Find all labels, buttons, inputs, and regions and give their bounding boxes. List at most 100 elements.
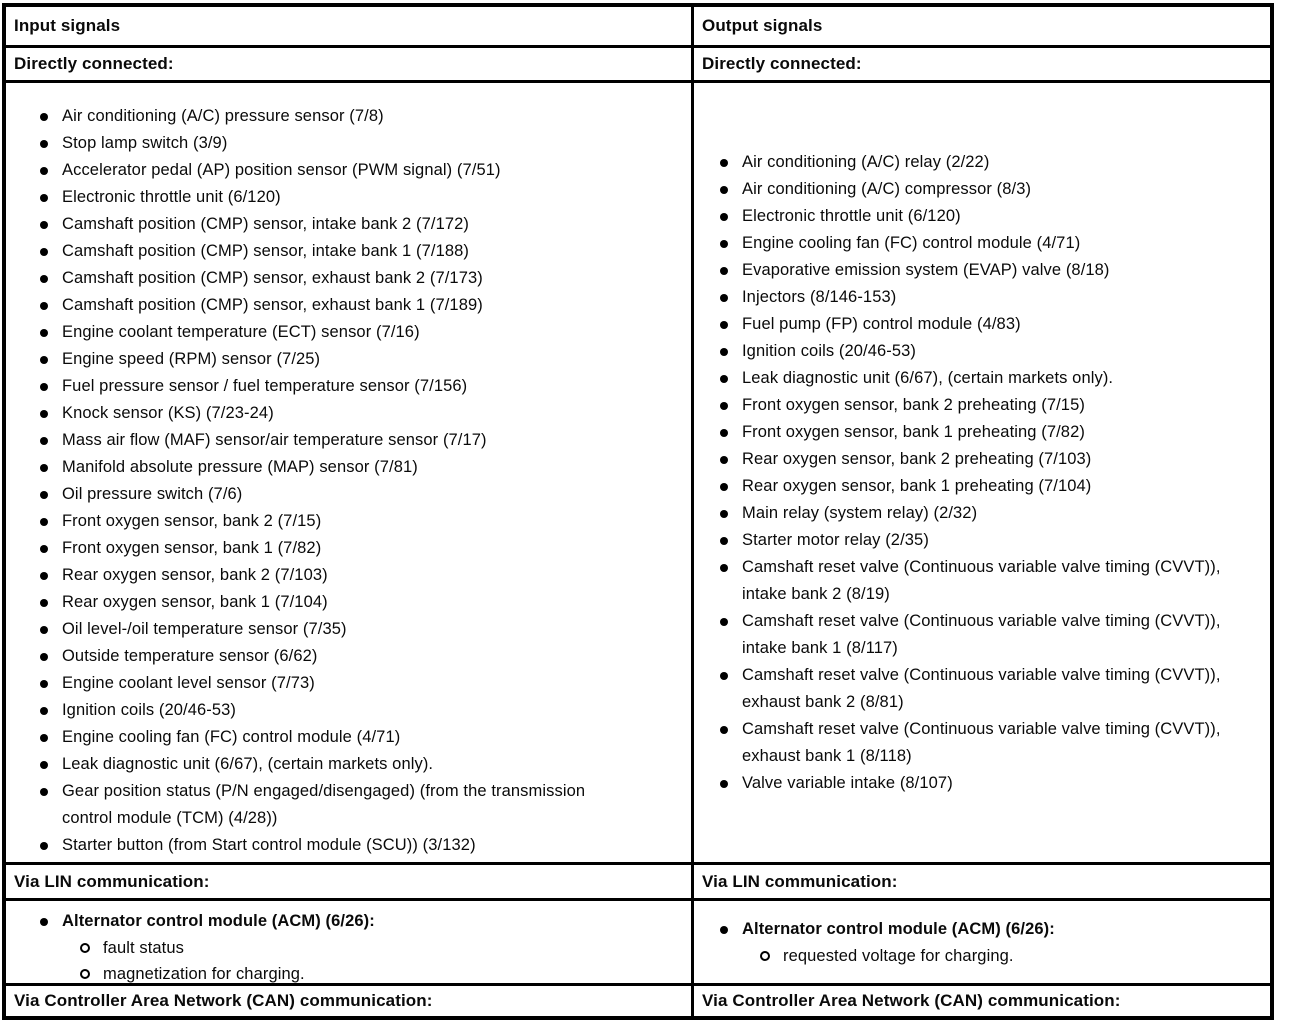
signal-list-item: Camshaft reset valve (Continuous variabl… [720,554,1270,608]
bullet-icon [720,374,728,383]
signal-item-label: Mass air flow (MAF) sensor/air temperatu… [62,431,487,449]
signal-item-label: Injectors (8/146-153) [742,287,897,306]
output-signals-header-label: Output signals [702,16,823,35]
bullet-icon [40,918,48,926]
input-signals-header: Input signals [6,7,694,45]
signal-list-item: Ignition coils (20/46-53) [40,697,691,724]
signals-table: Input signals Output signals Directly co… [2,3,1274,1020]
signal-list-item: Camshaft position (CMP) sensor, exhaust … [40,292,691,319]
bullet-icon [40,572,48,580]
signal-list-item: Leak diagnostic unit (6/67), (certain ma… [720,365,1270,392]
input-lin-module-label: Alternator control module (ACM) (6/26): [62,912,375,930]
signal-list-item: Mass air flow (MAF) sensor/air temperatu… [40,427,691,454]
output-signals-header: Output signals [694,7,1270,45]
bullet-icon [40,491,48,499]
signal-item-label: Front oxygen sensor, bank 2 (7/15) [62,512,322,530]
signal-list-item: Camshaft reset valve (Continuous variabl… [720,716,1270,770]
bullet-icon [40,113,48,121]
bullet-icon [720,509,728,518]
signal-item-label: Engine cooling fan (FC) control module (… [62,728,401,746]
bullet-icon [720,293,728,302]
signal-item-label: Front oxygen sensor, bank 1 preheating (… [742,422,1085,441]
signal-item-label: Air conditioning (A/C) compressor (8/3) [742,179,1032,198]
input-directly-connected-cell: Air conditioning (A/C) pressure sensor (… [6,80,694,862]
signal-list-item: Front oxygen sensor, bank 1 preheating (… [720,419,1270,446]
bullet-icon [720,455,728,464]
signal-list-item: Oil level-/oil temperature sensor (7/35) [40,616,691,643]
input-lin-cell: Alternator control module (ACM) (6/26): … [6,898,694,983]
output-lin-header: Via LIN communication: [694,862,1270,898]
bullet-icon [40,356,48,364]
signal-item-label: Camshaft position (CMP) sensor, exhaust … [62,296,483,314]
output-directly-connected-cell: Air conditioning (A/C) relay (2/22) Air c… [694,80,1270,862]
output-can-label: Via Controller Area Network (CAN) commun… [702,991,1121,1010]
bullet-icon [720,725,728,734]
bullet-icon [40,518,48,526]
signal-item-label: Engine coolant level sensor (7/73) [62,674,315,692]
signal-item-label: Oil level-/oil temperature sensor (7/35) [62,620,347,638]
bullet-icon [720,266,728,275]
signal-item-label: Front oxygen sensor, bank 2 preheating (… [742,395,1085,414]
signal-list-item: Valve variable intake (8/107) [720,770,1270,797]
signal-item-label: requested voltage for charging. [783,946,1014,965]
signal-item-label: Camshaft reset valve (Continuous variabl… [742,719,1221,765]
bullet-icon [720,536,728,545]
bullet-icon [720,347,728,356]
signal-item-label: magnetization for charging. [103,965,305,983]
signal-item-label: Oil pressure switch (7/6) [62,485,243,503]
bullet-icon [40,761,48,769]
signal-list-item: Front oxygen sensor, bank 1 (7/82) [40,535,691,562]
signal-item-label: Leak diagnostic unit (6/67), (certain ma… [742,368,1114,387]
signal-list-item: Camshaft reset valve (Continuous variabl… [720,662,1270,716]
bullet-icon [40,140,48,148]
signal-list-item: Manifold absolute pressure (MAP) sensor … [40,454,691,481]
signal-list-item: Outside temperature sensor (6/62) [40,643,691,670]
signal-item-label: Ignition coils (20/46-53) [742,341,917,360]
output-lin-label: Via LIN communication: [702,871,898,891]
signal-list-item: Camshaft position (CMP) sensor, exhaust … [40,265,691,292]
bullet-icon [720,428,728,437]
signal-item-label: Camshaft reset valve (Continuous variabl… [742,557,1221,603]
signal-list-item: Oil pressure switch (7/6) [40,481,691,508]
bullet-icon [720,320,728,329]
signal-item-label: Rear oxygen sensor, bank 2 (7/103) [62,566,328,584]
bullet-icon [720,239,728,248]
input-lin-sublist: fault status magnetization for charging. [6,935,691,983]
bullet-icon [40,545,48,553]
signal-list-item: Camshaft reset valve (Continuous variabl… [720,608,1270,662]
input-directly-connected-header: Directly connected: [6,45,694,80]
bullet-icon [40,302,48,310]
signal-list-item: Ignition coils (20/46-53) [720,338,1270,365]
circle-bullet-icon [760,950,770,961]
output-directly-connected-label: Directly connected: [702,54,862,73]
bullet-icon [720,563,728,572]
signal-item-label: Rear oxygen sensor, bank 1 preheating (7… [742,476,1092,495]
signal-item-label: Leak diagnostic unit (6/67), (certain ma… [62,755,434,773]
signal-item-label: Ignition coils (20/46-53) [62,701,237,719]
bullet-icon [40,194,48,202]
signal-list-item: Fuel pressure sensor / fuel temperature … [40,373,691,400]
signal-list-item: Starter motor relay (2/35) [720,527,1270,554]
signal-list-item: Air conditioning (A/C) pressure sensor (… [40,103,691,130]
signal-item-label: Camshaft position (CMP) sensor, exhaust … [62,269,483,287]
bullet-icon [720,185,728,194]
signal-list-item: Starter button (from Start control modul… [40,832,691,859]
signal-item-label: Engine cooling fan (FC) control module (… [742,233,1081,252]
bullet-icon [40,221,48,229]
output-lin-sublist: requested voltage for charging. [694,943,1270,969]
signal-list-item: Leak diagnostic unit (6/67), (certain ma… [40,751,691,778]
bullet-icon [40,599,48,607]
signal-item-label: Outside temperature sensor (6/62) [62,647,318,665]
bullet-icon [40,167,48,175]
output-lin-module-item: Alternator control module (ACM) (6/26): [694,916,1270,943]
signal-item-label: Evaporative emission system (EVAP) valve… [742,260,1110,279]
bullet-icon [40,653,48,661]
signal-item-label: Camshaft reset valve (Continuous variabl… [742,611,1221,657]
signal-item-label: Electronic throttle unit (6/120) [742,206,961,225]
signal-item-label: Engine coolant temperature (ECT) sensor … [62,323,420,341]
bullet-icon [720,617,728,626]
signal-item-label: Main relay (system relay) (2/32) [742,503,978,522]
signal-list-item: Rear oxygen sensor, bank 1 preheating (7… [720,473,1270,500]
output-lin-module-label: Alternator control module (ACM) (6/26): [742,919,1055,938]
signal-list-item: Electronic throttle unit (6/120) [40,184,691,211]
